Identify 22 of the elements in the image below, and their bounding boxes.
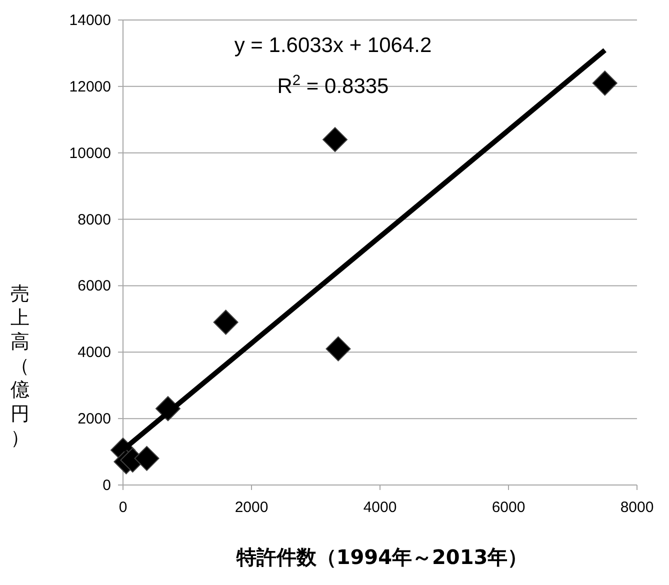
y-tick-label: 14000 — [69, 12, 111, 29]
y-tick-label: 12000 — [69, 78, 111, 96]
x-tick-label: 2000 — [234, 499, 268, 516]
y-tick-label: 2000 — [78, 410, 111, 428]
y-tick-label: 4000 — [78, 344, 111, 362]
y-tick-label: 0 — [102, 477, 111, 494]
y-tick-label: 8000 — [78, 211, 111, 228]
y-axis-title: 売上高（億円） — [10, 283, 30, 449]
point — [134, 446, 160, 471]
x-tick-label: 4000 — [363, 499, 397, 516]
point — [213, 310, 238, 335]
point — [326, 336, 351, 362]
x-tick-label: 0 — [118, 499, 128, 516]
y-tick-label: 10000 — [69, 144, 111, 162]
annotation: y = 1.6033x + 1064.2 — [234, 34, 432, 57]
x-tick-label: 8000 — [620, 499, 654, 516]
point — [592, 70, 618, 96]
y-tick-label: 6000 — [78, 278, 111, 295]
x-tick-label: 6000 — [492, 499, 526, 516]
x-axis-title: 特許件数（1994年～2013年） — [235, 545, 528, 569]
point — [322, 127, 348, 152]
annotation: R$^{2}$ = 0.8335 — [277, 73, 389, 98]
